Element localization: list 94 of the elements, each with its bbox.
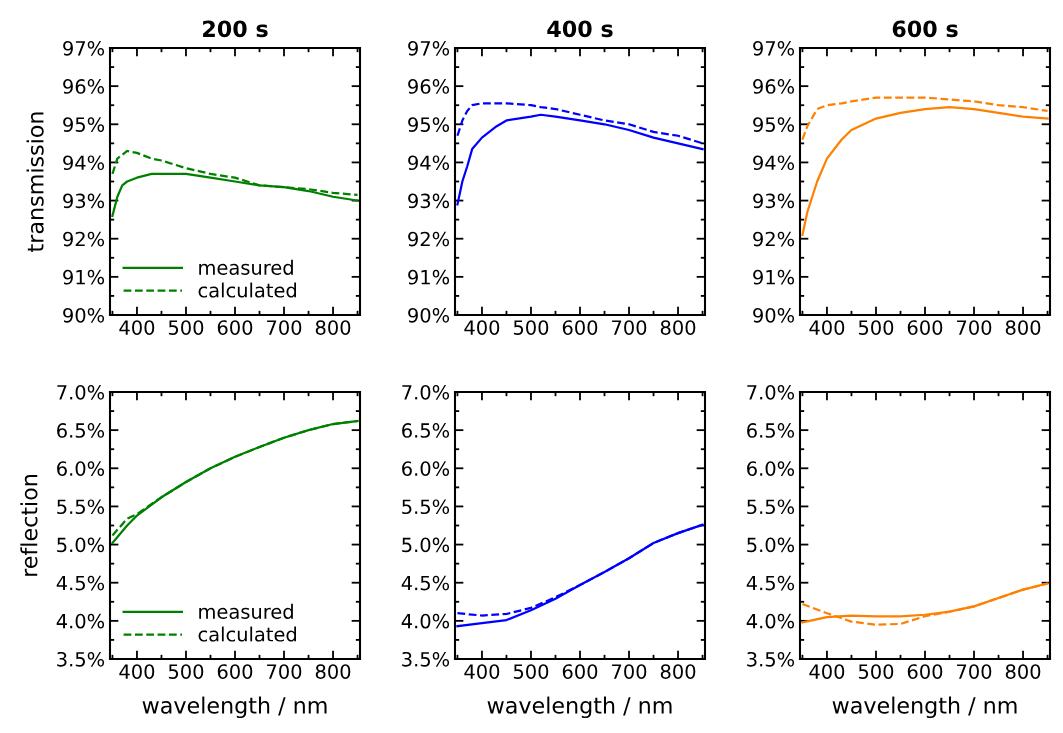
y-tick-label: 92%	[63, 231, 105, 247]
y-tick-label: 6.5%	[402, 423, 450, 438]
legend-label: measured	[199, 603, 293, 619]
x-tick-label: 800	[315, 320, 351, 335]
y-tick-label: 92%	[753, 231, 795, 247]
y-tick-label: 6.0%	[747, 461, 795, 476]
y-tick-label: 5.0%	[57, 537, 105, 553]
line-series	[456, 113, 704, 206]
line-series	[801, 106, 1049, 237]
y-axis-title: transmission	[26, 112, 44, 252]
x-tick-label: 500	[858, 664, 894, 679]
x-tick-label: 800	[1005, 664, 1041, 679]
y-tick-label: 96%	[408, 79, 450, 94]
x-tick-label: 700	[267, 320, 302, 335]
y-tick-label: 95%	[63, 117, 105, 132]
x-tick-label: 700	[957, 320, 992, 335]
y-tick-label: 7.0%	[402, 384, 450, 400]
y-tick-label: 5.5%	[402, 499, 450, 515]
x-axis-title: wavelength / nm	[142, 696, 327, 719]
y-tick-label: 7.0%	[747, 384, 795, 400]
chart-title: 200 s	[203, 20, 268, 38]
y-tick-label: 96%	[63, 79, 105, 94]
x-tick-label: 600	[562, 320, 598, 335]
y-tick-label: 97%	[63, 40, 105, 56]
x-tick-label: 800	[660, 320, 696, 335]
y-tick-label: 4.0%	[56, 613, 105, 629]
x-tick-label: 800	[660, 664, 696, 679]
legend-label: measured	[199, 259, 293, 275]
y-tick-label: 4.0%	[746, 613, 795, 629]
x-tick-label: 400	[119, 320, 155, 335]
x-tick-label: 500	[513, 320, 549, 335]
y-tick-label: 4.5%	[401, 575, 450, 591]
chart-title: 400 s	[547, 20, 613, 38]
x-tick-label: 700	[612, 320, 647, 335]
x-tick-label: 400	[119, 664, 155, 679]
y-tick-label: 94%	[753, 155, 795, 171]
legend-label: calculated	[198, 626, 296, 642]
x-tick-label: 600	[562, 664, 598, 679]
y-tick-label: 93%	[753, 193, 795, 209]
y-tick-label: 5.0%	[402, 537, 450, 553]
x-tick-label: 600	[217, 320, 253, 335]
y-tick-label: 3.5%	[402, 651, 450, 667]
y-tick-label: 91%	[408, 269, 450, 285]
y-tick-label: 5.5%	[747, 499, 795, 515]
y-tick-label: 92%	[408, 231, 450, 247]
x-tick-label: 400	[464, 320, 500, 335]
y-tick-label: 4.5%	[746, 575, 795, 591]
line-series	[456, 102, 704, 145]
y-tick-label: 4.0%	[401, 613, 450, 629]
x-tick-label: 800	[1005, 320, 1041, 335]
y-tick-label: 90%	[753, 307, 795, 323]
x-tick-label: 600	[907, 664, 943, 679]
x-tick-label: 500	[168, 664, 204, 679]
x-tick-label: 700	[612, 664, 647, 679]
x-tick-label: 700	[267, 664, 302, 679]
x-tick-label: 400	[809, 320, 845, 335]
x-tick-label: 600	[217, 664, 253, 679]
y-tick-label: 3.5%	[747, 651, 795, 667]
y-tick-label: 5.5%	[57, 499, 105, 515]
x-tick-label: 700	[957, 664, 992, 679]
x-tick-label: 400	[809, 664, 845, 679]
y-axis-title: reflection	[20, 475, 38, 576]
y-tick-label: 91%	[753, 269, 795, 285]
y-tick-label: 95%	[408, 117, 450, 132]
y-tick-label: 95%	[753, 117, 795, 132]
y-tick-label: 93%	[408, 193, 450, 209]
chart-title: 600 s	[892, 20, 958, 38]
y-tick-label: 6.5%	[747, 423, 795, 438]
x-tick-label: 600	[907, 320, 943, 335]
x-tick-label: 500	[513, 664, 549, 679]
x-tick-label: 500	[168, 320, 204, 335]
y-tick-label: 6.5%	[57, 423, 105, 438]
line-series	[801, 96, 1049, 141]
y-tick-label: 5.0%	[747, 537, 795, 553]
y-tick-label: 96%	[753, 79, 795, 94]
x-axis-title: wavelength / nm	[487, 696, 672, 719]
y-tick-label: 94%	[408, 155, 450, 171]
x-axis-title: wavelength / nm	[832, 696, 1017, 719]
y-tick-label: 4.5%	[56, 575, 105, 591]
x-tick-label: 500	[858, 320, 894, 335]
y-tick-label: 3.5%	[57, 651, 105, 667]
y-tick-label: 91%	[63, 269, 105, 285]
y-tick-label: 7.0%	[57, 384, 105, 400]
legend-label: calculated	[198, 282, 296, 298]
y-tick-label: 90%	[408, 307, 450, 323]
y-tick-label: 97%	[408, 40, 450, 56]
x-tick-label: 400	[464, 664, 500, 679]
y-tick-label: 90%	[63, 307, 105, 323]
y-tick-label: 6.0%	[57, 461, 105, 476]
y-tick-label: 93%	[63, 193, 105, 209]
y-tick-label: 97%	[753, 40, 795, 56]
x-tick-label: 800	[315, 664, 351, 679]
y-tick-label: 6.0%	[402, 461, 450, 476]
y-tick-label: 94%	[63, 155, 105, 171]
